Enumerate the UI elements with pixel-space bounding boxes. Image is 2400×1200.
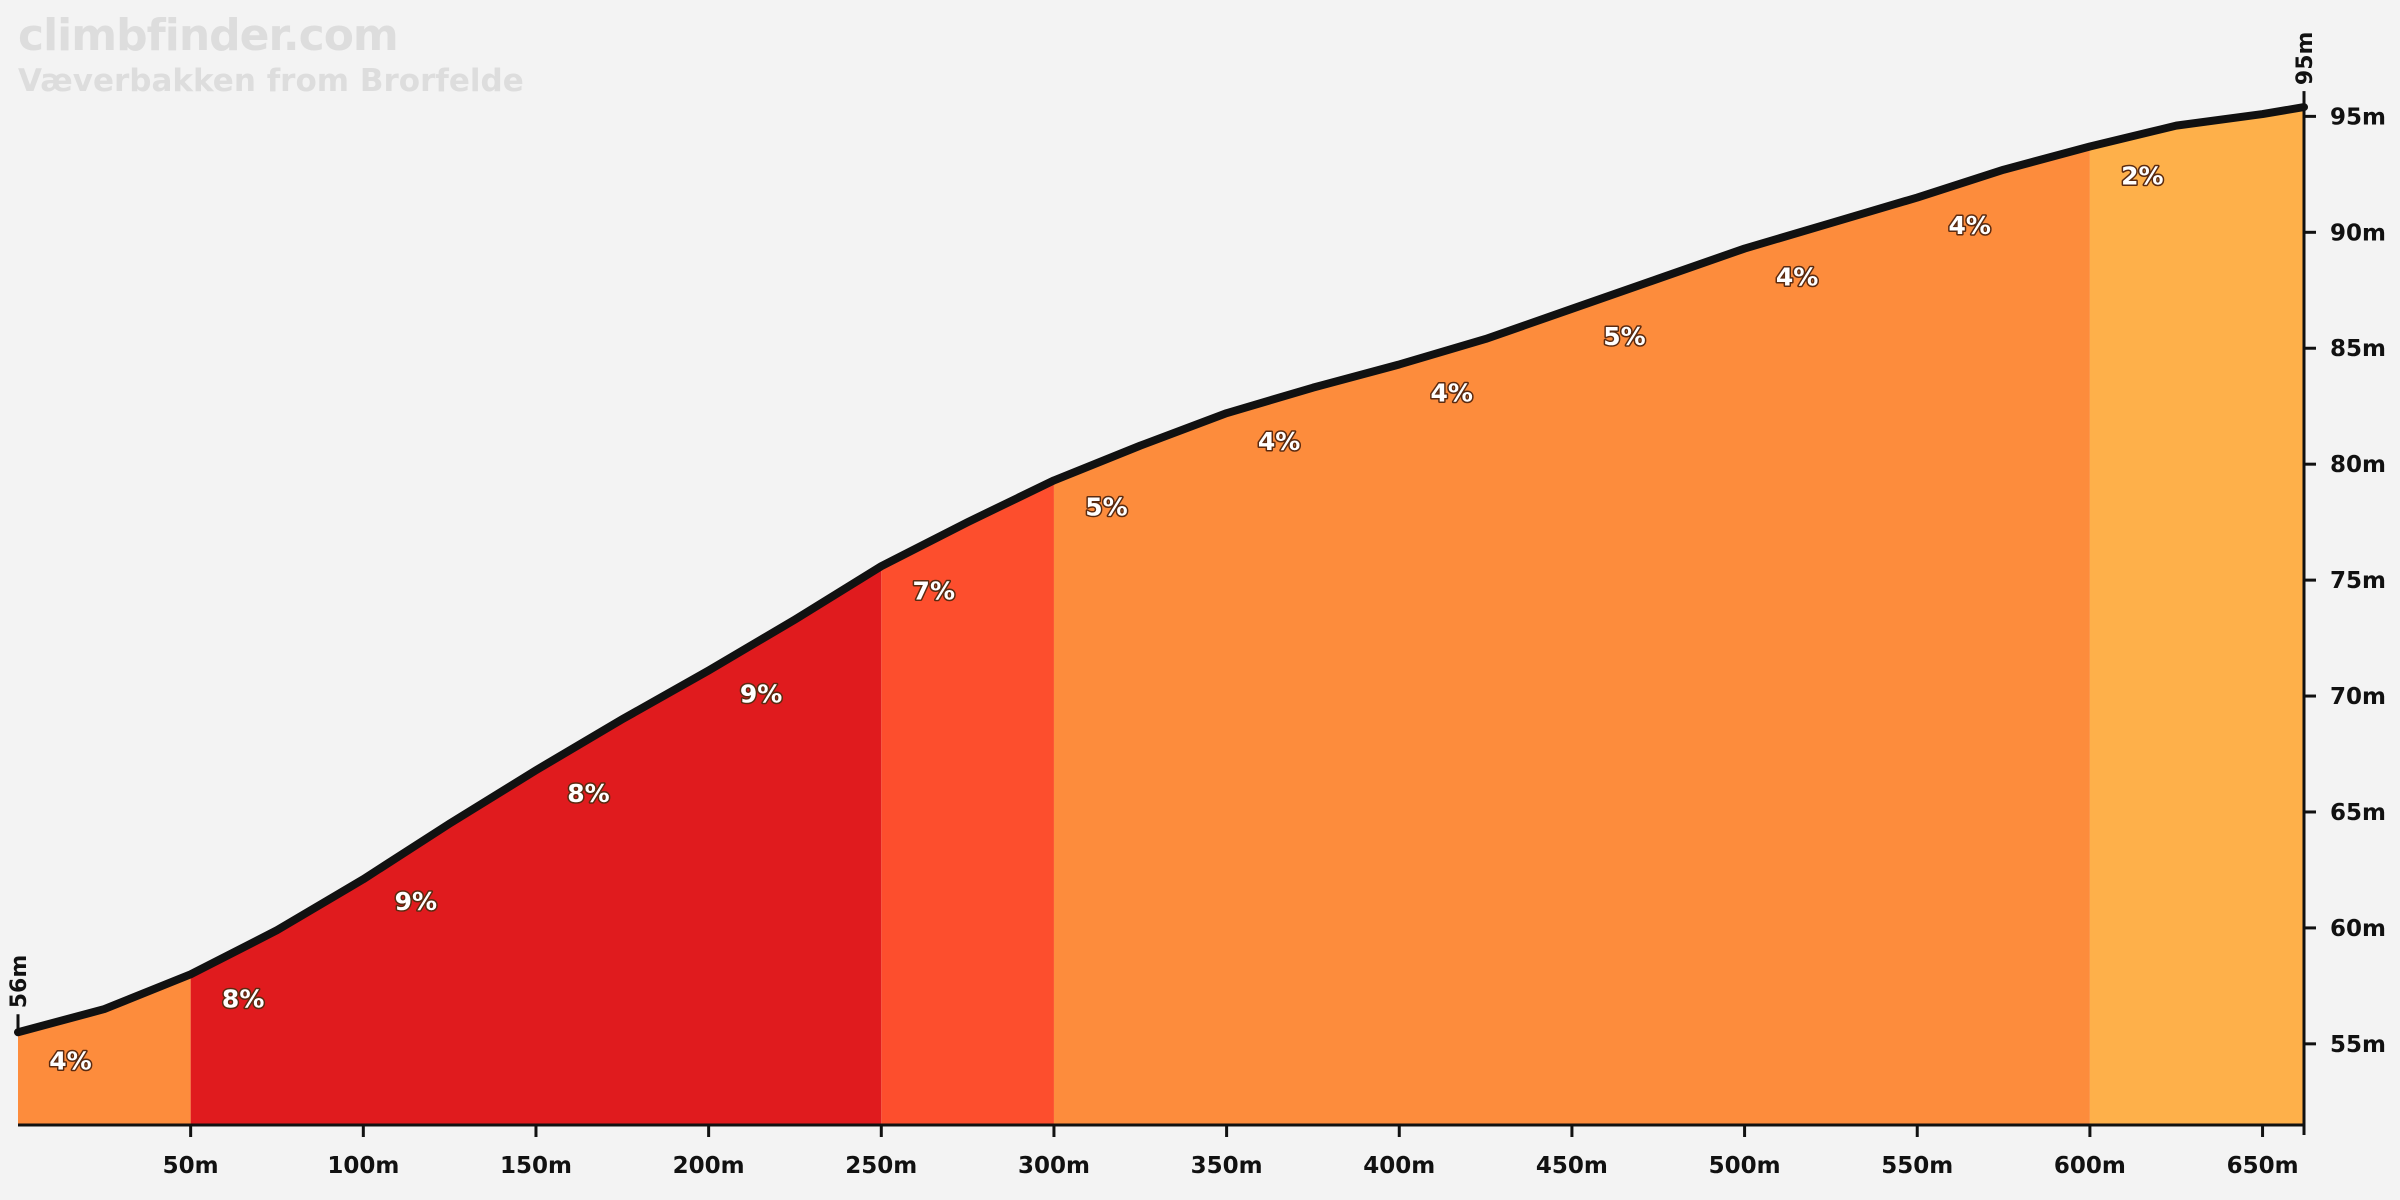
x-tick-label: 250m <box>845 1153 917 1179</box>
brand-watermark: climbfinder.com <box>18 10 399 61</box>
profile-segment-5 <box>2089 107 2304 1126</box>
y-tick-label: 55m <box>2330 1032 2386 1058</box>
grade-label: 9% <box>395 887 437 916</box>
grade-label: 4% <box>1776 262 1818 291</box>
profile-segment-1 <box>18 974 191 1125</box>
grade-label: 7% <box>913 576 955 605</box>
end-elevation-label: 95m <box>2293 32 2318 86</box>
x-tick-label: 350m <box>1191 1153 1263 1179</box>
y-tick-label: 85m <box>2330 336 2386 362</box>
x-tick-label: 200m <box>673 1153 745 1179</box>
grade-label: 4% <box>1949 211 1991 240</box>
grade-label: 4% <box>1258 427 1300 456</box>
profile-segment-2 <box>190 566 882 1125</box>
grade-label: 5% <box>1085 492 1127 521</box>
x-tick-label: 100m <box>327 1153 399 1179</box>
y-tick-label: 60m <box>2330 916 2386 942</box>
x-tick-label: 650m <box>2227 1153 2299 1179</box>
x-tick-label: 450m <box>1536 1153 1608 1179</box>
grade-label: 4% <box>49 1047 91 1076</box>
x-tick-label: 150m <box>500 1153 572 1179</box>
x-tick-label: 600m <box>2054 1153 2126 1179</box>
profile-line <box>14 103 2308 1037</box>
grade-label: 8% <box>567 779 609 808</box>
y-tick-label: 90m <box>2330 220 2386 246</box>
grade-label: 5% <box>1603 322 1645 351</box>
start-elevation-label: 56m <box>7 955 32 1009</box>
x-tick-label: 500m <box>1709 1153 1781 1179</box>
climb-title: Væverbakken from Brorfelde <box>18 63 524 99</box>
x-tick-label: 50m <box>163 1153 219 1179</box>
grade-label: 8% <box>222 984 264 1013</box>
x-tick-label: 400m <box>1363 1153 1435 1179</box>
y-tick-label: 75m <box>2330 568 2386 594</box>
profile-segment-4 <box>1053 146 2090 1125</box>
grade-label: 9% <box>740 679 782 708</box>
profile-segment-3 <box>881 480 1054 1125</box>
x-tick-label: 300m <box>1018 1153 1090 1179</box>
grade-label: 2% <box>2121 161 2163 190</box>
y-tick-label: 70m <box>2330 684 2386 710</box>
y-tick-label: 95m <box>2330 104 2386 130</box>
x-tick-label: 550m <box>1881 1153 1953 1179</box>
y-tick-label: 80m <box>2330 452 2386 478</box>
grade-label: 4% <box>1431 378 1473 407</box>
y-tick-label: 65m <box>2330 800 2386 826</box>
